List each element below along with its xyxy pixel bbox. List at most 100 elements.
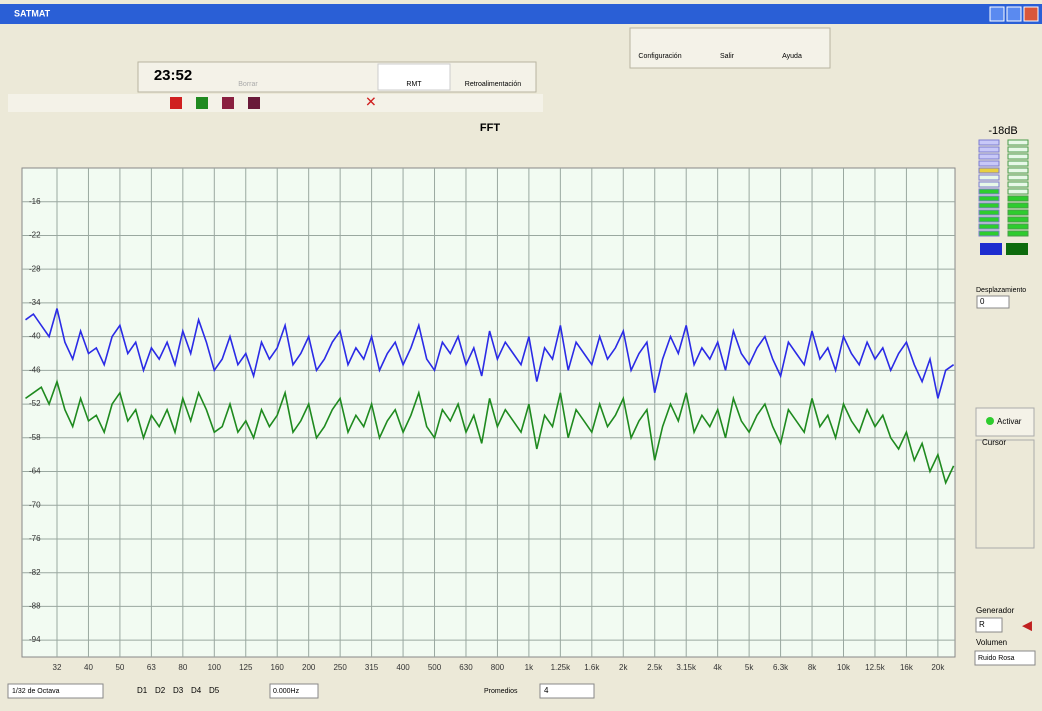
x-tick-label: 20k (931, 663, 945, 672)
top-toolbar (629, 27, 831, 69)
y-tick-label: -94 (29, 635, 41, 644)
activate-button[interactable] (975, 407, 1035, 437)
feedback-button[interactable]: Retroalimentación (465, 81, 522, 88)
x-tick-label: 200 (302, 663, 316, 672)
meter-cell (1007, 181, 1029, 188)
meter-cell (1007, 167, 1029, 174)
offset-input[interactable] (976, 295, 1010, 309)
rmt-button[interactable]: RMT (406, 81, 422, 88)
averages-value: 4 (544, 686, 549, 695)
x-tick-label: 500 (428, 663, 442, 672)
x-tick-label: 16k (900, 663, 914, 672)
clear-button[interactable]: Borrar (238, 81, 258, 88)
tool-icon[interactable] (196, 97, 208, 109)
config-button[interactable]: Configuración (638, 53, 681, 60)
channel-d3[interactable]: D3 (173, 686, 184, 695)
meter-cell (978, 188, 1000, 195)
cursor-panel (975, 439, 1035, 549)
exit-button[interactable]: Salir (720, 53, 735, 60)
meter-cell (978, 202, 1000, 209)
meter-cell (1007, 139, 1029, 146)
meter-cell (1007, 202, 1029, 209)
play-button[interactable]: ◀ (1022, 617, 1032, 632)
noise-value: Ruido Rosa (978, 655, 1015, 662)
meter-label: -18dB (988, 125, 1017, 137)
activate-led (986, 417, 994, 425)
x-tick-label: 800 (491, 663, 505, 672)
minimize-button[interactable] (989, 6, 1005, 22)
meter-cell (1007, 216, 1029, 223)
channel-d4[interactable]: D4 (191, 686, 202, 695)
x-tick-label: 1.6k (584, 663, 600, 672)
tool-icon[interactable] (248, 97, 260, 109)
level-meter (978, 139, 1029, 237)
resolution-select[interactable] (7, 683, 104, 699)
meter-cell (1007, 223, 1029, 230)
tool-icon[interactable] (222, 97, 234, 109)
meter-cell (1007, 153, 1029, 160)
y-tick-label: -82 (29, 568, 41, 577)
series-line (25, 308, 955, 399)
clock: 23:52 (154, 67, 192, 84)
y-tick-label: -64 (29, 467, 41, 476)
y-tick-label: -40 (29, 332, 41, 341)
resolution-value: 1/32 de Octava (12, 688, 60, 695)
x-tick-label: 1k (525, 663, 534, 672)
y-tick-label: -76 (29, 534, 41, 543)
frequency-input[interactable] (269, 683, 319, 699)
x-tick-label: 6.3k (773, 663, 789, 672)
tool-icon[interactable] (170, 97, 182, 109)
help-button[interactable]: Ayuda (782, 53, 802, 60)
x-tick-label: 315 (365, 663, 379, 672)
meter-cell (978, 153, 1000, 160)
x-tick-label: 40 (84, 663, 93, 672)
meter-cell (1007, 195, 1029, 202)
plot-area (21, 167, 956, 658)
y-tick-label: -70 (29, 500, 41, 509)
y-tick-label: -46 (29, 365, 41, 374)
noise-select[interactable] (974, 650, 1036, 666)
x-tick-label: 125 (239, 663, 253, 672)
y-tick-label: -28 (29, 264, 41, 273)
x-tick-label: 10k (837, 663, 851, 672)
meter-cell (1007, 230, 1029, 237)
channel-d2[interactable]: D2 (155, 686, 166, 695)
plot: -16 -22 -28 -34 -40 -46 -52 -58 -64 -70 -76 -82 -88 -… (21, 167, 956, 672)
x-tick-label: 3.15k (676, 663, 697, 672)
x-tick-label: 32 (53, 663, 62, 672)
window-title: SATMAT (14, 8, 51, 18)
meter-cell (978, 195, 1000, 202)
tool-icon[interactable]: ✕ (365, 94, 377, 110)
meter-swatch (980, 243, 1002, 255)
generator-label: Generador (976, 606, 1015, 615)
x-tick-label: 8k (808, 663, 817, 672)
meter-cell (978, 160, 1000, 167)
chart-title: FFT (480, 122, 500, 134)
y-tick-label: -52 (29, 399, 41, 408)
x-tick-label: 630 (459, 663, 473, 672)
averages-input[interactable] (539, 683, 595, 699)
maximize-button[interactable] (1006, 6, 1022, 22)
y-tick-label: -58 (29, 433, 41, 442)
meter-cell (1007, 174, 1029, 181)
meter-cell (1007, 160, 1029, 167)
x-tick-label: 160 (271, 663, 285, 672)
meter-cell (978, 216, 1000, 223)
close-button[interactable] (1023, 6, 1039, 22)
meter-cell (978, 139, 1000, 146)
y-tick-label: -16 (29, 197, 41, 206)
x-tick-label: 2.5k (647, 663, 663, 672)
mode-toolbar (137, 61, 537, 93)
cursor-label: Cursor (982, 438, 1006, 447)
channel-d1[interactable]: D1 (137, 686, 148, 695)
tool-strip (8, 94, 543, 112)
x-tick-label: 4k (713, 663, 722, 672)
generator-select[interactable] (975, 617, 1003, 633)
meter-cell (978, 181, 1000, 188)
rmt-toggle[interactable] (377, 63, 451, 91)
meter-cell (1007, 146, 1029, 153)
x-tick-label: 63 (147, 663, 156, 672)
meter-cell (1007, 209, 1029, 216)
channel-d5[interactable]: D5 (209, 686, 220, 695)
x-tick-label: 100 (208, 663, 222, 672)
